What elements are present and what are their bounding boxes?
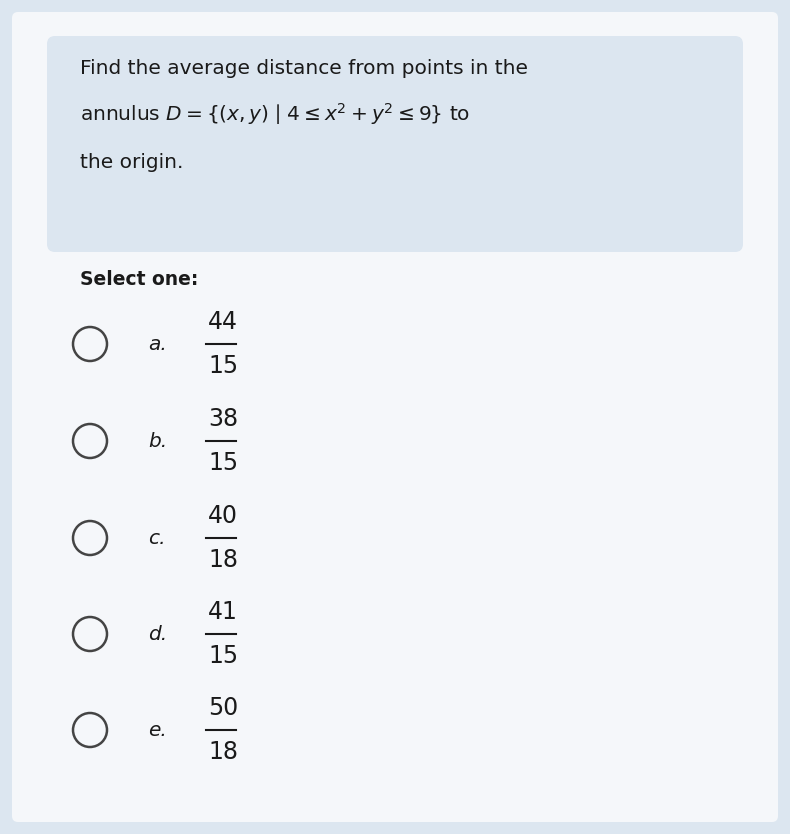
Text: e.: e. [148,721,167,740]
Text: Find the average distance from points in the: Find the average distance from points in… [80,58,528,78]
Text: a.: a. [148,334,167,354]
Text: 40: 40 [208,504,238,528]
Text: 18: 18 [208,548,238,572]
Text: 44: 44 [208,310,238,334]
Text: 38: 38 [208,407,238,431]
Text: d.: d. [148,625,167,644]
Text: 41: 41 [208,600,238,624]
Text: 18: 18 [208,740,238,764]
Text: 15: 15 [208,354,238,378]
Text: 50: 50 [208,696,239,720]
FancyBboxPatch shape [47,36,743,252]
Text: 15: 15 [208,451,238,475]
Text: annulus $D = \{(x, y) \mid 4 \leq x^2 + y^2 \leq 9\}$ to: annulus $D = \{(x, y) \mid 4 \leq x^2 + … [80,101,470,127]
Text: c.: c. [148,529,165,547]
Text: b.: b. [148,431,167,450]
FancyBboxPatch shape [12,12,778,822]
Text: the origin.: the origin. [80,153,183,172]
Text: Select one:: Select one: [80,269,198,289]
Text: 15: 15 [208,644,238,668]
